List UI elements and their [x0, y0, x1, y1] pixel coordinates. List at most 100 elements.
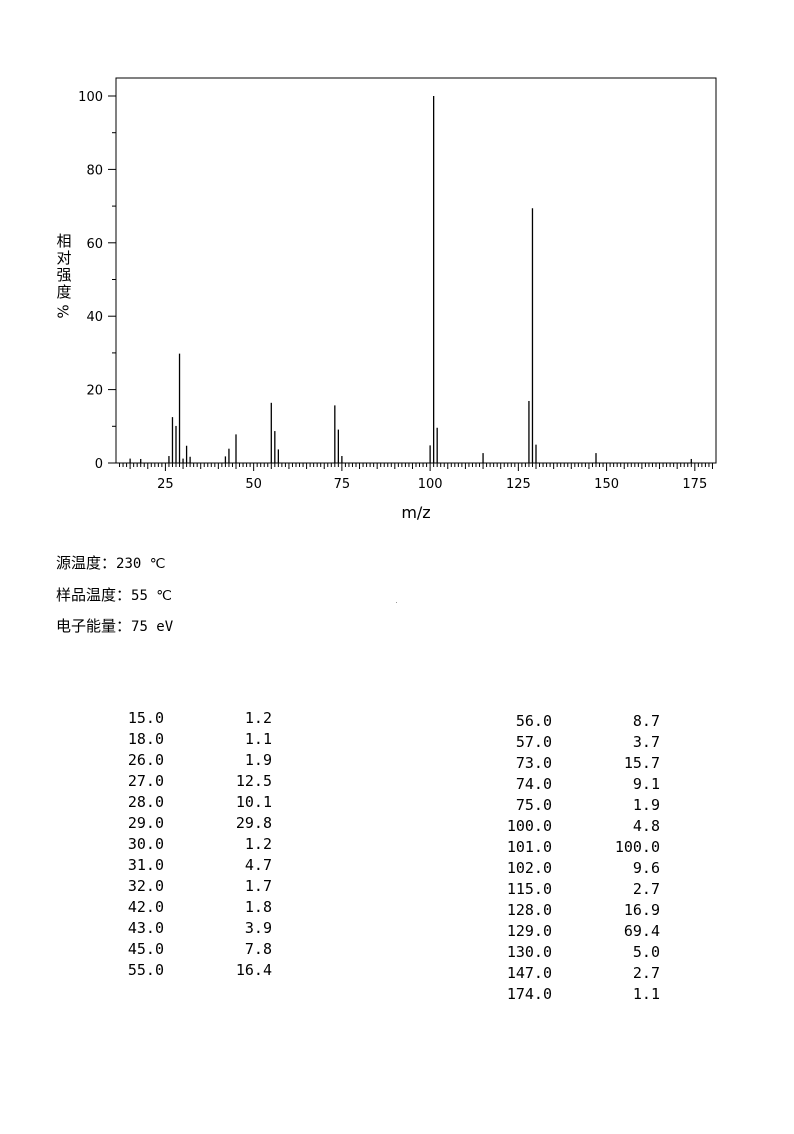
table-row: 57.0 3.7	[480, 732, 670, 753]
mz-value: 75.0	[515, 796, 552, 814]
table-row: 45.0 7.8	[100, 939, 280, 960]
mass-spectrum-chart: 0 20 40 60 80 100 25 50 75 100 125 150 175 m/z	[78, 77, 717, 522]
x-tick-label: 75	[334, 477, 351, 492]
table-row: 130.0 5.0	[480, 942, 670, 963]
intensity-value: 2.7	[632, 880, 660, 898]
x-tick-label: 150	[594, 477, 619, 492]
table-row: 31.0 4.7	[100, 855, 280, 876]
intensity-value: 15.7	[623, 754, 660, 772]
intensity-value: 1.8	[244, 898, 272, 916]
mz-value: 128.0	[506, 901, 552, 919]
y-tick-label: 0	[95, 457, 103, 472]
mz-value: 147.0	[506, 964, 552, 982]
intensity-value: 1.1	[244, 730, 272, 748]
intensity-value: 9.6	[632, 859, 660, 877]
mz-value: 101.0	[506, 838, 552, 856]
table-row: 55.0 16.4	[100, 960, 280, 981]
table-row: 26.0 1.9	[100, 750, 280, 771]
intensity-value: 10.1	[235, 793, 272, 811]
x-tick-label: 125	[506, 477, 531, 492]
mz-value: 73.0	[515, 754, 552, 772]
mz-value: 32.0	[127, 877, 164, 895]
electron-energy-value: 75 eV	[131, 619, 174, 635]
mz-value: 27.0	[127, 772, 164, 790]
mz-value: 42.0	[127, 898, 164, 916]
table-row: 129.0 69.4	[480, 921, 670, 942]
y-tick-label: 40	[86, 310, 103, 325]
x-tick-label: 100	[418, 477, 443, 492]
mz-value: 55.0	[127, 961, 164, 979]
table-row: 75.0 1.9	[480, 795, 670, 816]
table-row: 18.0 1.1	[100, 729, 280, 750]
stray-dot	[396, 602, 397, 603]
intensity-value: 16.4	[235, 961, 272, 979]
x-axis-title: m/z	[401, 503, 430, 522]
mz-value: 30.0	[127, 835, 164, 853]
source-temperature-value: 230 ℃	[116, 556, 166, 572]
mz-value: 29.0	[127, 814, 164, 832]
table-row: 128.0 16.9	[480, 900, 670, 921]
mz-value: 130.0	[506, 943, 552, 961]
intensity-value: 2.7	[632, 964, 660, 982]
y-tick-label: 20	[86, 384, 103, 399]
y-tick-label: 100	[78, 90, 103, 105]
table-row: 102.0 9.6	[480, 858, 670, 879]
electron-energy-label: 电子能量：	[56, 617, 132, 635]
table-row: 115.0 2.7	[480, 879, 670, 900]
y-axis-title: 相 对 强 度 %	[54, 233, 74, 320]
mz-value: 74.0	[515, 775, 552, 793]
mz-value: 56.0	[515, 712, 552, 730]
peak-table-left: 15.0 1.2 18.0 1.1 26.0 1.9 27.0 12.5 28.0 10.1 29.…	[100, 708, 280, 981]
source-temperature: 源温度：230 ℃	[56, 552, 165, 573]
plot-frame	[115, 77, 717, 464]
sample-temperature-value: 55 ℃	[131, 588, 173, 604]
table-row: 28.0 10.1	[100, 792, 280, 813]
y-tick-label: 80	[86, 163, 103, 178]
table-row: 174.0 1.1	[480, 984, 670, 1005]
mz-value: 28.0	[127, 793, 164, 811]
x-tick-label: 175	[682, 477, 707, 492]
intensity-value: 4.8	[632, 817, 660, 835]
table-row: 147.0 2.7	[480, 963, 670, 984]
intensity-value: 1.7	[244, 877, 272, 895]
sample-temperature-label: 样品温度：	[56, 586, 132, 604]
y-axis: 0 20 40 60 80 100	[78, 90, 116, 472]
table-row: 56.0 8.7	[480, 711, 670, 732]
electron-energy: 电子能量：75 eV	[56, 615, 173, 636]
peak-table-right: 56.0 8.7 57.0 3.7 73.0 15.7 74.0 9.1 75.0 1.9 100.…	[480, 711, 670, 1005]
y-axis-title-unit: %	[54, 304, 73, 319]
intensity-value: 8.7	[632, 712, 660, 730]
x-tick-label: 50	[245, 477, 262, 492]
intensity-value: 1.2	[244, 709, 272, 727]
table-row: 32.0 1.7	[100, 876, 280, 897]
intensity-value: 16.9	[623, 901, 660, 919]
intensity-value: 29.8	[235, 814, 272, 832]
intensity-value: 1.1	[632, 985, 660, 1003]
x-axis: 25 50 75 100 125 150 175	[119, 463, 713, 492]
table-row: 29.0 29.8	[100, 813, 280, 834]
table-row: 43.0 3.9	[100, 918, 280, 939]
intensity-value: 3.7	[632, 733, 660, 751]
mz-value: 31.0	[127, 856, 164, 874]
y-tick-label: 60	[86, 237, 103, 252]
mz-value: 26.0	[127, 751, 164, 769]
mz-value: 43.0	[127, 919, 164, 937]
mz-value: 100.0	[506, 817, 552, 835]
x-tick-label: 25	[157, 477, 174, 492]
intensity-value: 1.9	[244, 751, 272, 769]
source-temperature-label: 源温度：	[56, 554, 117, 572]
intensity-value: 7.8	[244, 940, 272, 958]
table-row: 27.0 12.5	[100, 771, 280, 792]
table-row: 42.0 1.8	[100, 897, 280, 918]
mz-value: 45.0	[127, 940, 164, 958]
intensity-value: 3.9	[244, 919, 272, 937]
sample-temperature: 样品温度：55 ℃	[56, 584, 172, 605]
mz-value: 129.0	[506, 922, 552, 940]
table-row: 73.0 15.7	[480, 753, 670, 774]
mz-value: 57.0	[515, 733, 552, 751]
mz-value: 15.0	[127, 709, 164, 727]
y-axis-title-char: 强	[56, 266, 72, 284]
table-row: 101.0 100.0	[480, 837, 670, 858]
table-row: 74.0 9.1	[480, 774, 670, 795]
mz-value: 174.0	[506, 985, 552, 1003]
